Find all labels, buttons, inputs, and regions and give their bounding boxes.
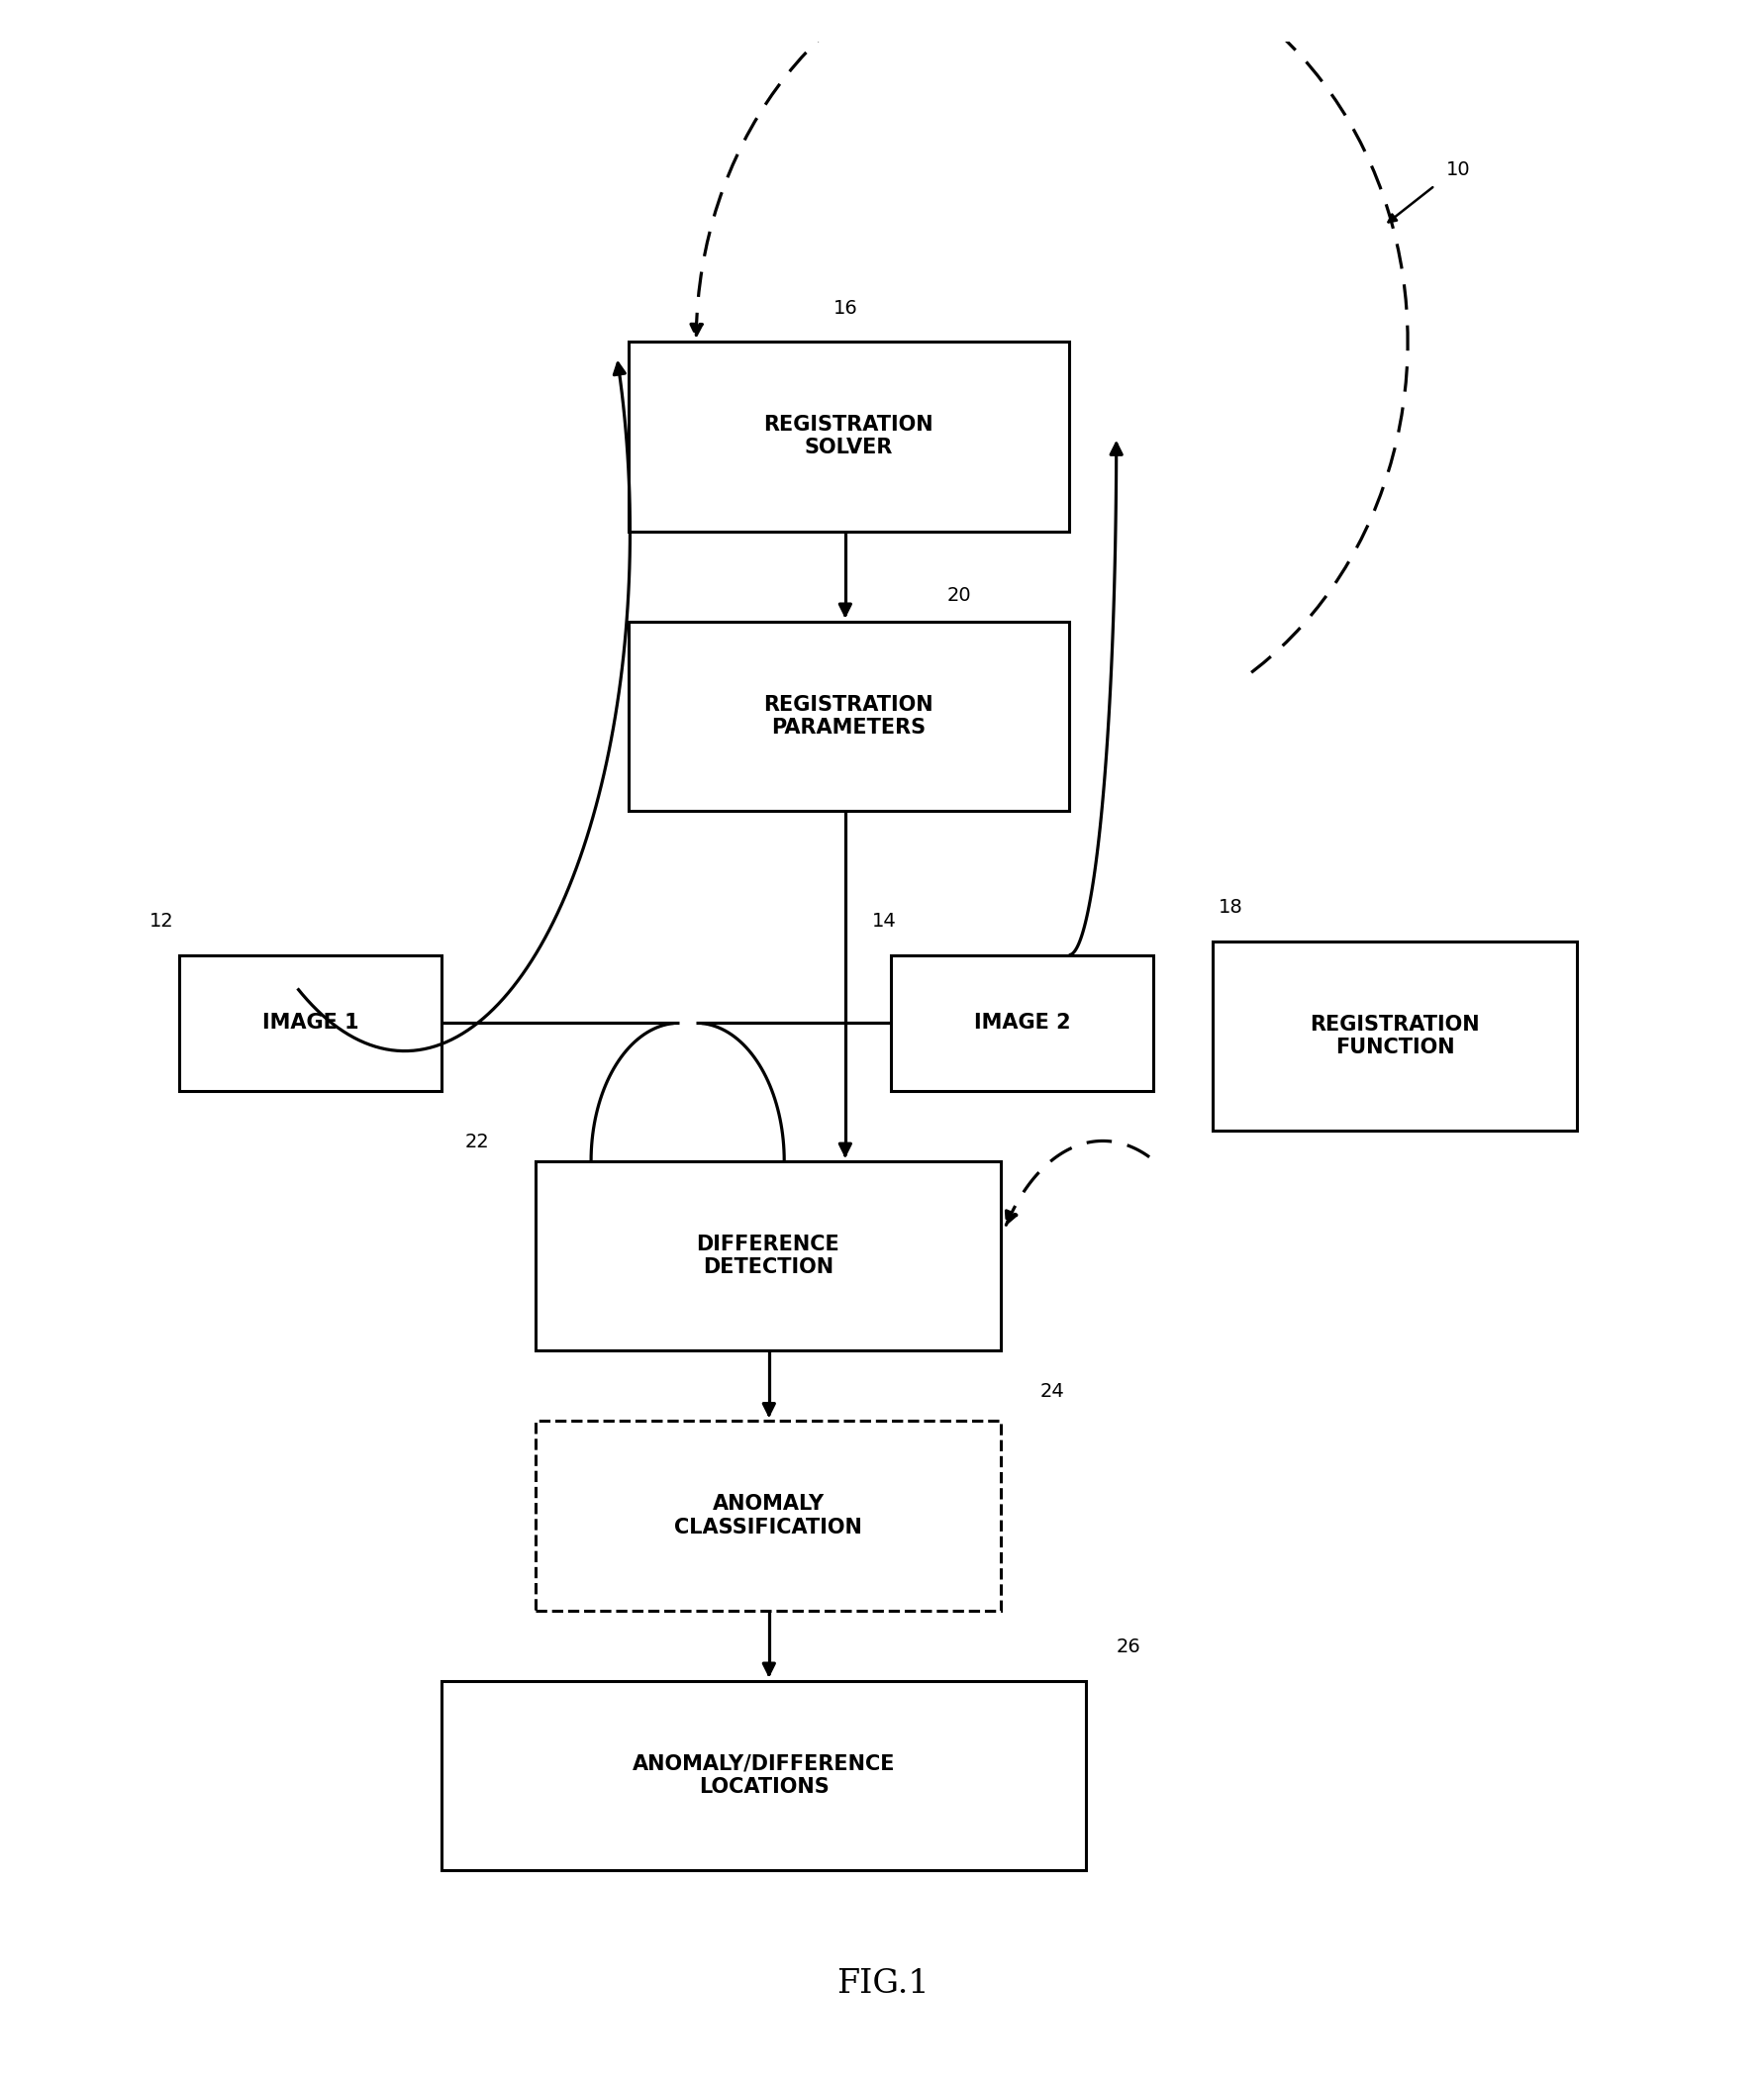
Text: 18: 18 (1217, 897, 1242, 916)
FancyBboxPatch shape (180, 956, 441, 1091)
Text: REGISTRATION
SOLVER: REGISTRATION SOLVER (764, 414, 933, 458)
Text: 26: 26 (1115, 1639, 1140, 1657)
Text: 14: 14 (871, 912, 896, 931)
FancyBboxPatch shape (534, 1162, 1000, 1351)
Text: 12: 12 (150, 912, 175, 931)
Text: FIG.1: FIG.1 (836, 1970, 928, 2001)
FancyBboxPatch shape (441, 1680, 1085, 1870)
FancyBboxPatch shape (628, 620, 1069, 812)
FancyBboxPatch shape (628, 341, 1069, 531)
Text: IMAGE 1: IMAGE 1 (263, 1014, 358, 1033)
Text: 24: 24 (1039, 1382, 1064, 1401)
Text: 16: 16 (833, 298, 857, 316)
Text: 22: 22 (464, 1133, 489, 1151)
FancyBboxPatch shape (1212, 941, 1577, 1131)
Text: IMAGE 2: IMAGE 2 (974, 1014, 1071, 1033)
Text: ANOMALY
CLASSIFICATION: ANOMALY CLASSIFICATION (674, 1495, 861, 1537)
Text: DIFFERENCE
DETECTION: DIFFERENCE DETECTION (697, 1235, 840, 1276)
Text: 20: 20 (946, 587, 970, 606)
Text: REGISTRATION
PARAMETERS: REGISTRATION PARAMETERS (764, 695, 933, 737)
Text: REGISTRATION
FUNCTION: REGISTRATION FUNCTION (1309, 1014, 1480, 1058)
FancyBboxPatch shape (891, 956, 1154, 1091)
FancyBboxPatch shape (534, 1420, 1000, 1611)
Text: ANOMALY/DIFFERENCE
LOCATIONS: ANOMALY/DIFFERENCE LOCATIONS (632, 1755, 894, 1797)
Text: 10: 10 (1445, 160, 1469, 179)
